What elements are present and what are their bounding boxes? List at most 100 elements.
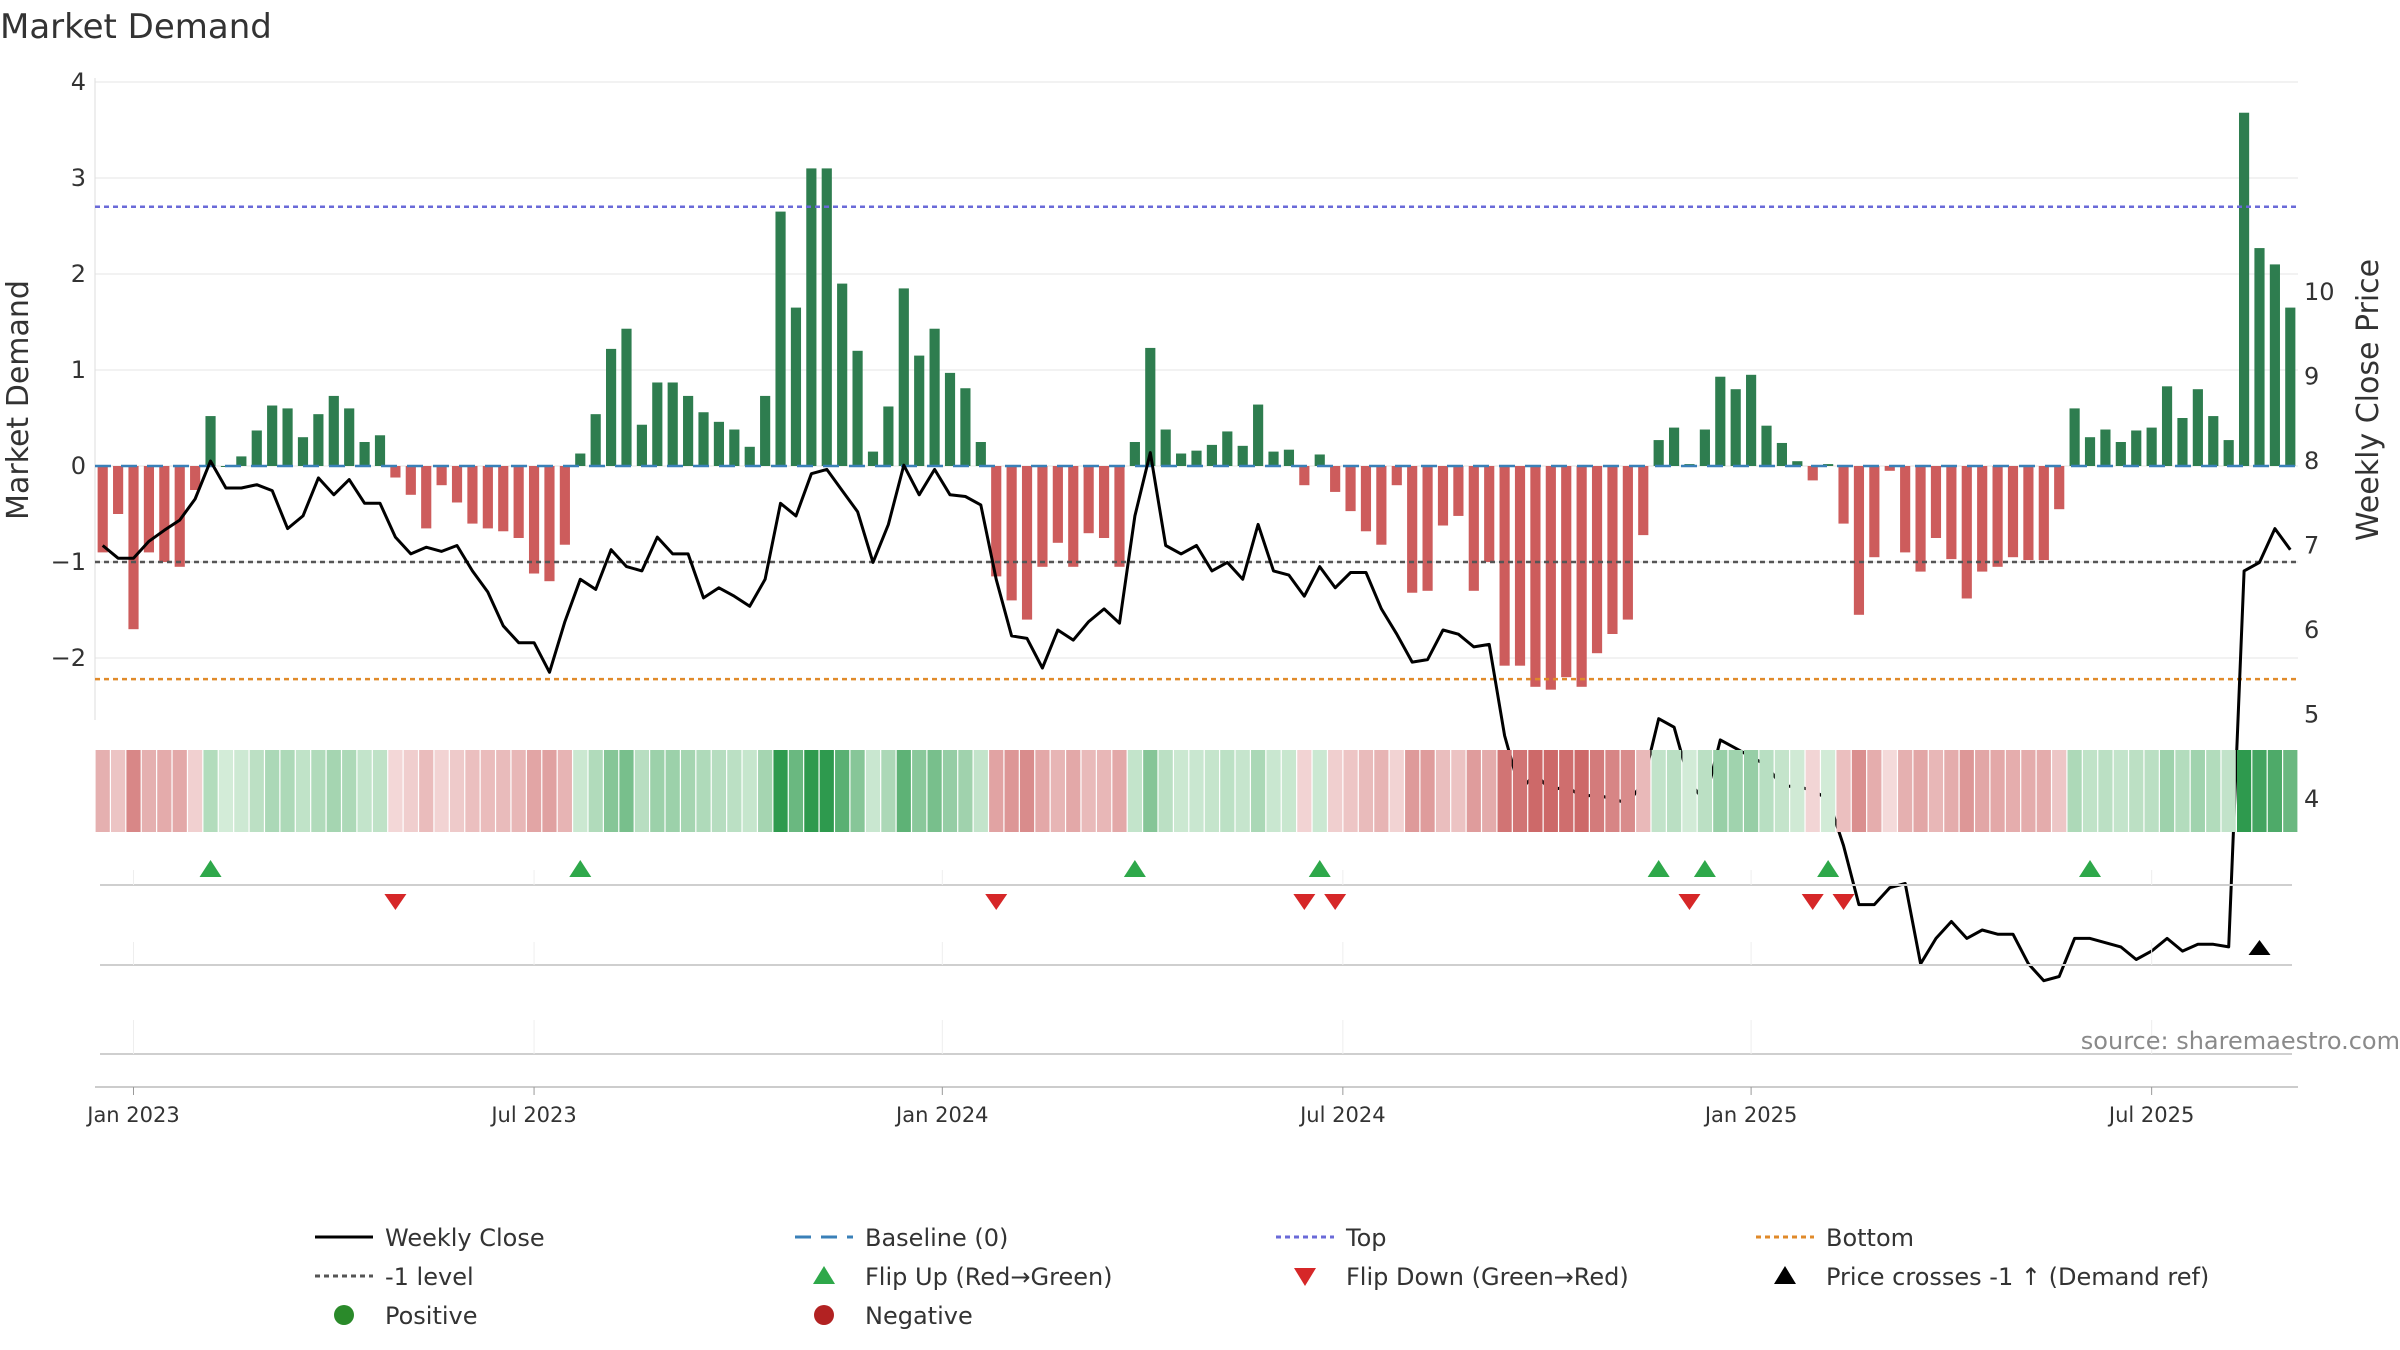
- positive-bar: [729, 429, 740, 466]
- heat-cell: [2021, 750, 2036, 832]
- negative-bar: [1591, 466, 1603, 654]
- legend-label: Negative: [865, 1302, 973, 1330]
- heat-cell: [172, 750, 187, 832]
- negative-bar: [1869, 466, 1880, 558]
- heat-cell: [2005, 750, 2021, 832]
- heat-cell: [1713, 750, 1728, 832]
- heat-cell: [2252, 750, 2267, 832]
- negative-bar: [498, 466, 509, 532]
- legend-label: Positive: [385, 1302, 478, 1330]
- positive-bar: [282, 408, 293, 466]
- positive-bar: [1283, 449, 1295, 466]
- negative-bar: [1838, 466, 1849, 524]
- positive-bar: [698, 412, 709, 466]
- price-line: [101, 451, 2292, 983]
- legend-item: Negative: [814, 1302, 973, 1330]
- heat-cell: [650, 750, 665, 832]
- negative-bar: [1021, 466, 1033, 620]
- positive-bar: [1191, 450, 1202, 466]
- positive-bar: [1730, 389, 1741, 466]
- positive-bar: [2115, 442, 2126, 466]
- y2-tick-label: 8: [2304, 447, 2319, 475]
- heat-cell: [1004, 750, 1019, 832]
- demand-bars: [97, 112, 2296, 690]
- heat-cell: [1251, 750, 1266, 832]
- positive-bar: [1653, 440, 1664, 466]
- heat-cell: [265, 750, 280, 832]
- heat-cell: [1312, 750, 1327, 832]
- heat-cell: [1574, 750, 1589, 832]
- positive-bar: [2254, 248, 2265, 466]
- negative-bar: [1853, 466, 1865, 615]
- heat-cell: [2098, 750, 2113, 832]
- heat-cell: [1512, 750, 1528, 832]
- negative-bar: [1376, 466, 1387, 545]
- heat-cell: [881, 750, 896, 832]
- heat-cell: [1050, 750, 1065, 832]
- negative-bar: [1391, 466, 1402, 486]
- heat-cell: [234, 750, 249, 832]
- heat-cell: [1189, 750, 1204, 832]
- negative-bar: [1499, 466, 1510, 666]
- negative-bar: [1961, 466, 1972, 599]
- negative-bar: [1468, 466, 1479, 591]
- heat-cell: [1528, 750, 1543, 832]
- heat-cell: [388, 750, 403, 832]
- negative-bar: [113, 466, 124, 514]
- heat-cell: [1405, 750, 1420, 832]
- heat-cell: [2283, 750, 2298, 832]
- positive-bar: [1761, 425, 1772, 466]
- positive-bar: [1176, 453, 1187, 466]
- heat-cell: [2082, 750, 2098, 832]
- positive-bar: [1206, 444, 1217, 466]
- heat-cell: [1235, 750, 1250, 832]
- flip-up-marker: [199, 860, 222, 877]
- price-line-group: [101, 451, 2292, 983]
- positive-bar: [2146, 427, 2157, 466]
- negative-bar: [1992, 466, 2003, 567]
- heat-cell: [1173, 750, 1189, 832]
- legend: Weekly Close Baseline (0) Top Bottom -1 leve…: [315, 1224, 2209, 1330]
- heat-cell: [1358, 750, 1374, 832]
- legend-swatch: [813, 1266, 835, 1284]
- negative-bar: [1052, 466, 1063, 543]
- y-tick-label: 1: [71, 356, 86, 384]
- heat-cell: [1081, 750, 1096, 832]
- x-axis: Jan 2023 Jul 2023 Jan 2024 Jul 2024 Jan 2025…: [85, 1086, 2298, 1127]
- heat-cell: [2206, 750, 2221, 832]
- flip-up-marker: [1308, 860, 1331, 877]
- legend-item: Flip Down (Green→Red): [1294, 1263, 1629, 1291]
- negative-bar: [1299, 466, 1310, 486]
- positive-bar: [2269, 264, 2280, 466]
- positive-bar: [1145, 347, 1156, 466]
- heat-cell: [1559, 750, 1574, 832]
- negative-bar: [528, 466, 540, 574]
- negative-bar: [1407, 466, 1418, 593]
- flip-up-marker: [2079, 860, 2102, 877]
- positive-bar: [652, 382, 663, 466]
- negative-bar: [1083, 466, 1094, 534]
- heat-cell: [1420, 750, 1435, 832]
- negative-bar: [1622, 466, 1633, 620]
- heat-cell: [2144, 750, 2159, 832]
- negative-bar: [390, 466, 401, 478]
- positive-bar: [236, 456, 247, 466]
- flip-down-marker: [1293, 894, 1316, 910]
- heat-cell: [865, 750, 881, 832]
- heat-cell: [1019, 750, 1035, 832]
- legend-item: Positive: [334, 1302, 478, 1330]
- negative-bar: [421, 466, 432, 529]
- heat-cell: [1096, 750, 1112, 832]
- heat-cell: [573, 750, 588, 832]
- legend-swatch: [1294, 1268, 1316, 1286]
- heat-cell: [1790, 750, 1805, 832]
- heat-cell: [1990, 750, 2005, 832]
- negative-bar: [1437, 466, 1449, 526]
- heat-cell: [958, 750, 973, 832]
- heat-cell: [1636, 750, 1651, 832]
- source-credit: source: sharemaestro.com: [2081, 1027, 2400, 1055]
- y-tick-label: 4: [71, 68, 86, 96]
- heat-cell: [1944, 750, 1959, 832]
- positive-bar: [852, 350, 863, 466]
